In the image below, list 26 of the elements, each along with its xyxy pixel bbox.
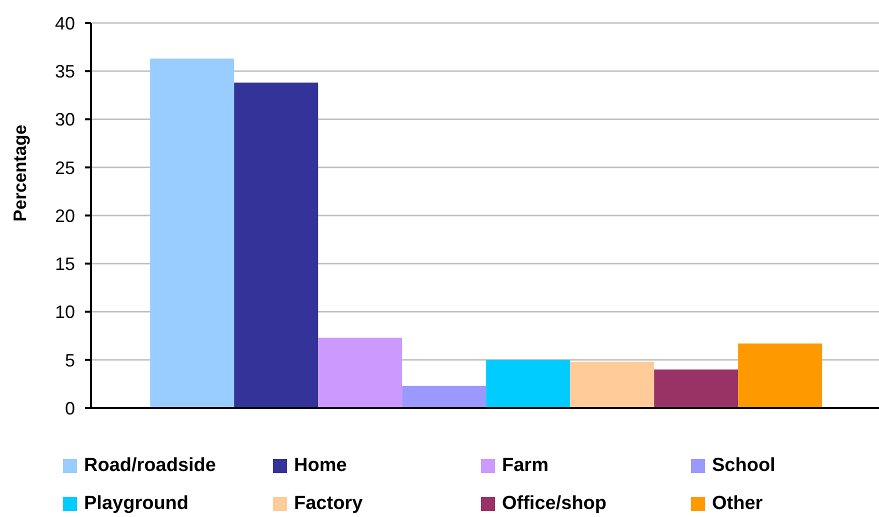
y-tick-label: 20 <box>54 206 75 226</box>
legend-label: School <box>712 455 776 477</box>
bar <box>150 58 234 408</box>
bar <box>486 360 570 408</box>
legend-label: Farm <box>502 455 548 477</box>
bar <box>738 344 822 408</box>
bar <box>402 386 486 408</box>
bar <box>318 338 402 408</box>
legend-label: Office/shop <box>502 493 607 515</box>
y-tick-label: 5 <box>64 350 75 370</box>
legend-label: Playground <box>84 493 189 515</box>
y-tick-label: 25 <box>54 158 75 178</box>
y-tick-label: 0 <box>64 398 75 418</box>
y-tick-label: 30 <box>54 110 75 130</box>
bar <box>570 362 654 408</box>
legend-label: Road/roadside <box>84 455 216 477</box>
bar <box>234 82 318 408</box>
legend-label: Other <box>712 493 763 515</box>
y-tick-label: 40 <box>54 13 75 34</box>
bar <box>654 370 738 408</box>
legend-label: Home <box>294 455 347 477</box>
legend-label: Factory <box>294 493 363 515</box>
y-axis-title: Percentage <box>10 124 30 222</box>
y-tick-label: 15 <box>54 254 75 274</box>
y-tick-label: 10 <box>54 302 75 322</box>
y-tick-label: 35 <box>54 62 75 82</box>
